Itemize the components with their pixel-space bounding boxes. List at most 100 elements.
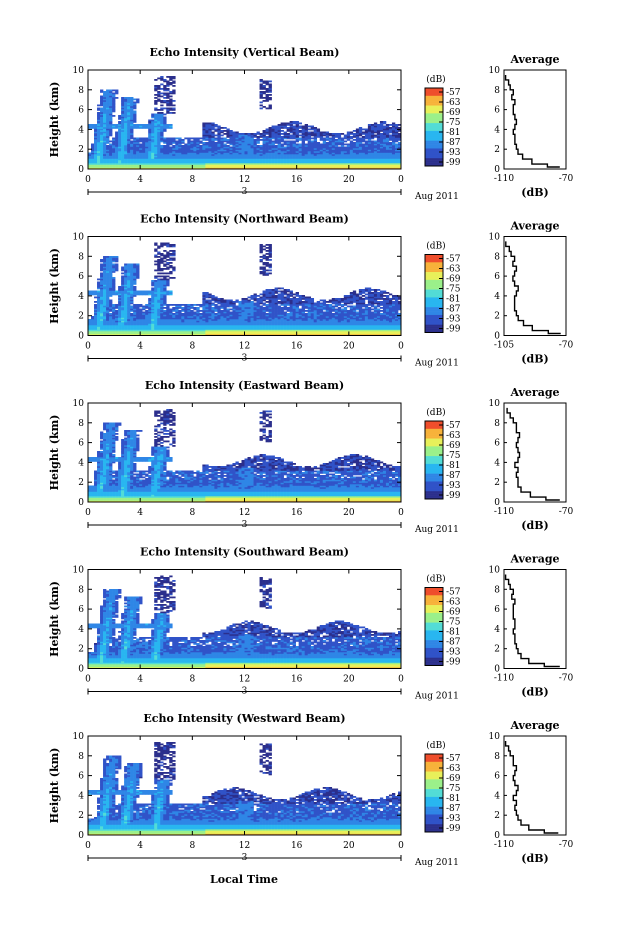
heatmap-cell (100, 113, 104, 116)
heatmap-cell (235, 140, 239, 143)
heatmap-cell (103, 152, 107, 155)
heatmap-cell (235, 142, 239, 144)
heatmap-cell (280, 163, 284, 165)
heatmap-cell (100, 142, 104, 144)
heatmap-cell (172, 137, 176, 140)
heatmap-cell (247, 164, 251, 167)
heatmap-cell (133, 160, 137, 162)
heatmap-cell (124, 161, 128, 164)
heatmap-cell (187, 143, 191, 146)
heatmap-cell (154, 133, 158, 135)
heatmap-cell (271, 160, 275, 162)
heatmap-cell (355, 128, 360, 131)
heatmap-cell (97, 148, 101, 150)
heatmap-cell (151, 145, 155, 147)
heatmap-cell (244, 148, 248, 150)
heatmap-cell (160, 101, 164, 104)
heatmap-cell (172, 164, 176, 167)
heatmap-cell (277, 133, 281, 135)
heatmap-cell (118, 140, 122, 143)
heatmap-cell (106, 151, 110, 153)
heatmap-cell (238, 151, 242, 153)
heatmap-cell (211, 139, 215, 141)
heatmap-cell (112, 143, 116, 146)
heatmap-cell (121, 142, 125, 144)
heatmap-cell (217, 149, 221, 152)
heatmap-cell (178, 139, 182, 141)
heatmap-cell (94, 296, 98, 299)
heatmap-cell (112, 95, 116, 98)
colorbar-segment (425, 123, 443, 126)
heatmap-cell (103, 137, 107, 140)
heatmap-cell (226, 157, 230, 159)
heatmap-cell (262, 142, 266, 144)
heatmap-cell (283, 140, 287, 143)
heatmap-cell (154, 142, 158, 144)
heatmap-cell (124, 107, 128, 110)
x-tick-label: 16 (291, 175, 303, 185)
heatmap-cell (223, 158, 227, 161)
heatmap-cell (232, 142, 236, 144)
heatmap-cell (271, 167, 275, 170)
heatmap-cell (109, 158, 113, 161)
heatmap-cell (253, 149, 257, 152)
heatmap-cell (154, 143, 158, 146)
heatmap-cell (178, 145, 182, 147)
heatmap-cell (97, 161, 101, 164)
heatmap-cell (205, 166, 209, 168)
heatmap-cell (328, 137, 333, 140)
heatmap-cell (169, 83, 173, 86)
heatmap-cell (139, 149, 143, 152)
heatmap-cell (109, 143, 113, 146)
heatmap-cell (253, 133, 257, 135)
heatmap-cell (250, 166, 254, 168)
heatmap-cell (214, 154, 218, 156)
heatmap-cell (178, 157, 182, 159)
heatmap-cell (274, 158, 278, 161)
heatmap-cell (118, 142, 122, 144)
heatmap-cell (157, 272, 161, 275)
heatmap-cell (238, 164, 242, 167)
heatmap-cell (100, 139, 104, 141)
heatmap-cell (244, 142, 248, 144)
heatmap-cell (286, 157, 290, 159)
heatmap-cell (103, 145, 107, 147)
heatmap-cell (232, 131, 236, 134)
heatmap-cell (88, 155, 92, 158)
heatmap-cell (166, 290, 170, 293)
heatmap-cell (112, 125, 116, 128)
heatmap-cell (109, 106, 113, 108)
heatmap-cell (169, 112, 173, 114)
heatmap-cell (127, 166, 131, 168)
heatmap-cell (268, 80, 272, 83)
heatmap-cell (250, 139, 254, 141)
heatmap-cell (112, 124, 116, 126)
heatmap-cell (235, 160, 239, 162)
heatmap-cell (124, 103, 128, 105)
heatmap-cell (190, 155, 194, 158)
heatmap-cell (109, 89, 113, 92)
heatmap-cell (214, 166, 218, 168)
heatmap-cell (214, 161, 218, 164)
profile-x-label: (dB) (521, 186, 548, 199)
heatmap-cell (127, 127, 131, 129)
heatmap-cell (163, 140, 167, 143)
heatmap-cell (265, 151, 269, 153)
heatmap-cell (172, 142, 176, 144)
heatmap-cell (115, 140, 119, 143)
heatmap-cell (226, 140, 230, 143)
heatmap-cell (226, 161, 230, 164)
heatmap-cell (106, 163, 110, 165)
heatmap-cell (277, 152, 281, 155)
heatmap-cell (160, 158, 164, 161)
heatmap-cell (136, 146, 140, 149)
heatmap-cell (280, 130, 284, 132)
heatmap-cell (106, 106, 110, 108)
heatmap-cell (247, 166, 251, 168)
heatmap-cell (151, 127, 155, 129)
heatmap-cell (208, 137, 212, 140)
heatmap-cell (169, 271, 173, 273)
heatmap-cell (244, 133, 248, 135)
heatmap-cell (133, 139, 137, 141)
heatmap-cell (127, 152, 131, 155)
